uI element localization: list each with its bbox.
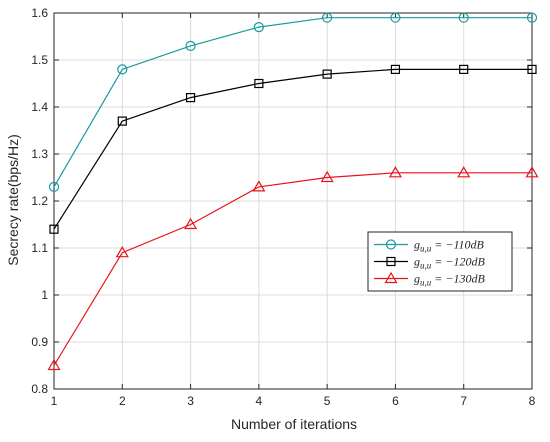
y-tick-label: 1.5 [31,53,48,67]
y-tick-label: 1.6 [31,6,48,20]
legend-label-subscript: u,u [420,278,432,288]
legend-marker [384,271,398,284]
data-point [457,166,471,178]
series-3 [47,166,539,371]
x-tick-label: 1 [51,394,58,408]
data-point [254,78,264,89]
axes-layer: 1 2 3 4 5 6 7 8 0.8 0.9 1 1.1 1.2 1.3 1.4 1.5 1.6 [31,6,535,408]
data-point [388,166,402,178]
x-tick-label: 5 [324,394,331,408]
legend-marker [386,256,396,267]
series-line [53,17,532,188]
series-1 [48,12,538,192]
x-tick-label: 3 [187,394,194,408]
y-tick-label: 1 [41,288,48,302]
y-tick-label: 1.4 [31,100,48,114]
legend-label-main: g [414,238,420,252]
data-point [252,180,266,192]
legend-label: gu,u = −120dB [414,255,485,271]
data-point [322,69,332,79]
data-point [185,92,196,103]
series-line [53,68,532,230]
legend-item: gu,u = −120dB [374,255,485,271]
legend-label-value: = −120dB [431,255,485,269]
y-tick-label: 0.8 [31,382,48,396]
data-point [458,12,469,23]
x-tick-label: 6 [392,394,399,408]
data-point [390,64,401,75]
data-point [253,22,264,33]
x-tick-label: 7 [460,394,467,408]
x-tick-label: 4 [256,394,263,408]
y-axis-label: Secrecy rate(bps/Hz) [5,134,21,265]
legend-item: gu,u = −130dB [374,272,485,288]
data-point [526,12,538,23]
data-point [320,170,334,183]
legend-item: gu,u = −110dB [374,238,485,254]
y-tick-label: 0.9 [31,335,48,349]
series-line [53,172,532,366]
legend-label-value: = −110dB [431,238,484,252]
y-tick-label: 1.1 [31,241,48,255]
data-point [117,116,127,126]
data-point [459,64,469,75]
legend-label: gu,u = −110dB [414,238,485,254]
data-point [390,12,401,23]
legend-label-main: g [414,255,420,269]
data-point [115,246,129,258]
series-layer [47,12,539,371]
data-point [185,40,196,52]
data-point [322,12,333,23]
y-tick-label: 1.3 [31,147,48,161]
plot-frame [53,12,533,390]
data-point [527,64,537,75]
legend-label-value: = −130dB [431,272,485,286]
data-point [184,217,198,230]
legend-label: gu,u = −130dB [414,272,485,288]
legend-label-main: g [414,272,420,286]
data-point [525,166,539,178]
legend-marker [385,239,397,250]
y-tick-label: 1.2 [31,194,48,208]
legend-label-subscript: u,u [420,261,432,271]
x-tick-label: 2 [119,394,126,408]
legend-label-subscript: u,u [420,244,432,254]
x-axis-label: Number of iterations [231,416,357,432]
x-tick-label: 8 [529,394,536,408]
data-point [48,181,60,192]
data-point [49,224,59,234]
series-2 [49,64,537,234]
data-point [47,358,61,371]
data-point [117,64,128,75]
